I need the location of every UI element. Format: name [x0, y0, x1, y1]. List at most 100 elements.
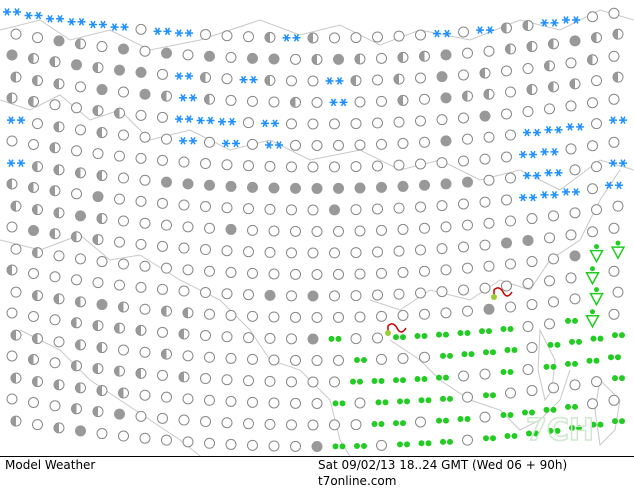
symbol-rain: [371, 377, 385, 384]
symbol-empty: [483, 217, 495, 229]
shower-dot: [594, 287, 599, 293]
shower-dot: [590, 266, 595, 272]
symbol-snow: [544, 125, 563, 134]
snow-stroke: [530, 193, 536, 202]
watermark: 7CH: [526, 413, 594, 448]
cloud-circle: [268, 225, 280, 237]
snow-stroke: [266, 141, 272, 149]
symbol-empty: [419, 93, 430, 105]
cloud-filled: [419, 179, 430, 191]
rain-dot: [619, 332, 625, 339]
symbol-half: [75, 38, 86, 50]
cloud-half: [11, 373, 16, 384]
symbol-half: [182, 307, 194, 319]
symbol-empty: [118, 344, 129, 356]
rain-dot: [371, 420, 378, 427]
symbol-half: [32, 376, 43, 388]
cloud-circle: [221, 73, 233, 85]
symbol-empty: [505, 86, 516, 98]
cloud-filled: [161, 47, 172, 59]
rain-dot: [507, 325, 514, 332]
symbol-empty: [565, 229, 577, 241]
cloud-circle: [200, 158, 211, 170]
cloud-circle: [200, 416, 211, 428]
symbol-filled: [204, 50, 215, 62]
symbol-empty: [135, 23, 147, 35]
cloud-circle: [569, 293, 581, 305]
symbol-rain: [543, 363, 557, 370]
footer-datetime: Sat 09/02/13 18..24 GMT (Wed 06 + 90h): [318, 458, 567, 472]
snow-stroke: [541, 191, 548, 199]
symbol-empty: [161, 133, 172, 145]
symbol-empty: [182, 221, 194, 233]
snow-stroke: [551, 148, 558, 156]
symbol-empty: [139, 45, 151, 57]
symbol-empty: [462, 262, 473, 274]
cloud-half: [54, 78, 59, 89]
symbol-empty: [522, 321, 534, 333]
symbol-empty: [479, 196, 491, 208]
symbol-empty: [591, 204, 602, 216]
cloud-circle: [565, 229, 577, 241]
symbol-empty: [10, 286, 22, 298]
cloud-half: [97, 342, 102, 353]
snow-stroke: [262, 119, 268, 128]
cloud-half: [544, 60, 550, 71]
snow-stroke: [272, 119, 278, 128]
cloud-circle: [268, 397, 280, 409]
symbol-empty: [329, 290, 340, 302]
cloud-circle: [96, 428, 108, 440]
symbol-empty: [96, 428, 108, 440]
symbol-filled: [479, 110, 491, 122]
symbol-empty: [608, 93, 620, 105]
symbol-empty: [49, 400, 61, 412]
cloud-circle: [522, 321, 534, 333]
symbol-empty: [221, 159, 233, 171]
symbol-half: [10, 415, 22, 427]
snow-stroke: [219, 117, 225, 126]
cloud-half: [54, 207, 59, 218]
cloud-circle: [415, 115, 426, 127]
cloud-circle: [419, 265, 430, 277]
cloud-circle: [333, 354, 344, 366]
cloud-circle: [268, 354, 280, 366]
symbol-filled: [436, 71, 448, 83]
cloud-circle: [329, 419, 340, 431]
cloud-circle: [6, 393, 18, 405]
cloud-circle: [307, 419, 319, 431]
cloud-circle: [419, 222, 430, 234]
cloud-circle: [204, 351, 215, 363]
symbol-empty: [329, 419, 340, 431]
rain-dot: [393, 377, 399, 384]
cloud-circle: [200, 29, 211, 41]
symbol-empty: [264, 375, 276, 387]
symbol-half: [397, 51, 409, 63]
symbol-snow: [7, 159, 25, 167]
rain-dot: [425, 440, 432, 447]
symbol-filled: [247, 52, 258, 64]
symbol-empty: [393, 202, 405, 214]
symbol-half: [53, 121, 65, 133]
cloud-filled: [462, 176, 473, 188]
symbol-empty: [10, 243, 22, 255]
cloud-circle: [92, 277, 104, 289]
rain-dot: [543, 406, 550, 413]
rain-dot: [457, 329, 464, 336]
cloud-half: [161, 306, 167, 317]
symbol-snow: [7, 116, 25, 124]
rain-dot: [468, 351, 475, 358]
cloud-circle: [526, 342, 538, 354]
cloud-circle: [114, 236, 125, 248]
cloud-filled: [204, 179, 215, 191]
symbol-empty: [329, 118, 340, 130]
symbol-empty: [178, 156, 190, 168]
symbol-empty: [268, 311, 280, 323]
snow-stroke: [487, 26, 493, 34]
snow-stroke: [90, 20, 96, 29]
cloud-circle: [290, 397, 301, 409]
symbol-half: [6, 178, 18, 190]
symbol-empty: [354, 311, 366, 323]
cloud-circle: [311, 269, 323, 280]
snow-stroke: [18, 159, 24, 167]
